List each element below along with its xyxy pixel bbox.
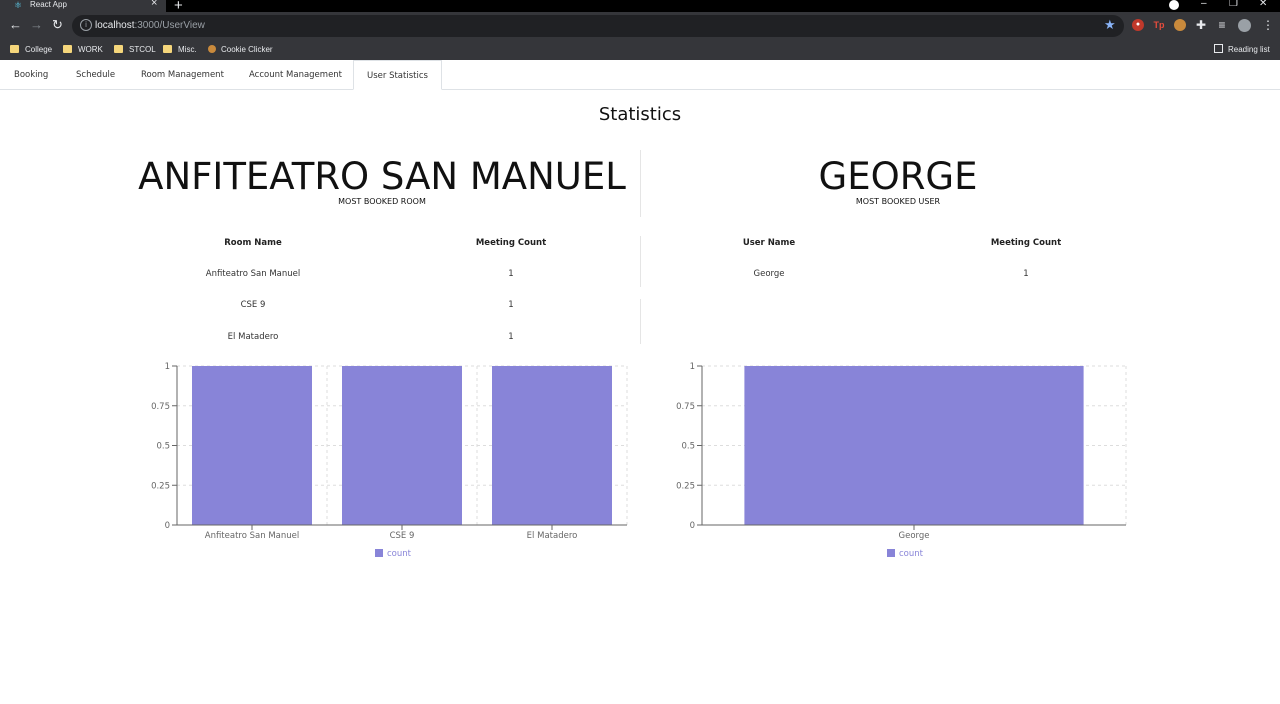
y-tick-label: 0.5 [156, 442, 170, 452]
bookmark-misc[interactable]: Misc. [163, 44, 197, 56]
avatar[interactable] [1238, 19, 1251, 32]
cookie-icon [208, 45, 216, 53]
reading-list-button[interactable]: Reading list [1214, 44, 1270, 56]
user-bar-chart: 0 0.25 0.5 0.75 1 George count [676, 362, 1127, 559]
url-host: localhost [95, 20, 135, 31]
bookmark-label: Misc. [178, 45, 197, 54]
column-header-room-name: Room Name [224, 238, 282, 248]
column-header-meeting-count: Meeting Count [475, 238, 547, 248]
reload-icon[interactable]: ↻ [52, 17, 63, 32]
tab-account-management[interactable]: Account Management [249, 70, 343, 80]
y-tick-label: 0 [690, 521, 695, 531]
media-queue-icon[interactable]: ≡ [1218, 18, 1226, 32]
legend-swatch [375, 549, 383, 557]
extension-tp-icon[interactable]: Tp [1153, 20, 1165, 30]
app-nav: Booking Schedule Room Management Account… [0, 60, 1280, 90]
x-tick-label: George [899, 531, 930, 541]
back-icon[interactable]: ← [9, 17, 22, 32]
extension-icon[interactable]: ● [1132, 19, 1144, 31]
table-cell-count: 1 [1023, 269, 1029, 279]
most-booked-user-label: MOST BOOKED USER [855, 197, 941, 206]
most-booked-room-label: MOST BOOKED ROOM [338, 197, 426, 206]
address-url: localhost:3000/UserView [95, 20, 205, 31]
column-header-user-name: User Name [742, 238, 796, 248]
y-tick-label: 0.75 [151, 402, 170, 412]
bookmark-college[interactable]: College [10, 44, 52, 56]
folder-icon [10, 45, 19, 53]
bar [192, 366, 312, 525]
tab-schedule[interactable]: Schedule [76, 70, 116, 80]
y-tick-label: 0.75 [676, 402, 695, 412]
bookmark-work[interactable]: WORK [63, 44, 103, 56]
reading-list-label: Reading list [1228, 45, 1270, 54]
close-tab-icon[interactable]: × [151, 0, 158, 9]
y-tick-label: 0 [165, 521, 170, 531]
x-tick-label: CSE 9 [390, 531, 415, 541]
table-cell-count: 1 [508, 300, 514, 310]
bookmarks-bar: College WORK STCOL Misc. Cookie Clicker … [0, 40, 1280, 60]
address-bar[interactable]: i localhost:3000/UserView ★ [72, 15, 1124, 37]
cookie-extension-icon[interactable] [1174, 19, 1186, 31]
bar [492, 366, 612, 525]
folder-icon [114, 45, 123, 53]
legend-label: count [387, 549, 412, 559]
url-path: :3000/UserView [134, 20, 205, 31]
divider [640, 236, 641, 287]
tab-user-statistics[interactable]: User Statistics [353, 60, 442, 90]
divider [640, 150, 641, 217]
table-cell-count: 1 [508, 332, 514, 342]
table-cell-room: Anfiteatro San Manuel [205, 269, 301, 279]
table-cell-room: CSE 9 [240, 300, 266, 310]
bookmark-cookie-clicker[interactable]: Cookie Clicker [208, 44, 273, 56]
column-header-meeting-count: Meeting Count [990, 238, 1062, 248]
profile-indicator-icon[interactable] [1169, 0, 1179, 10]
x-tick-label: Anfiteatro San Manuel [205, 531, 299, 541]
most-booked-user-value: GEORGE [818, 155, 978, 198]
folder-icon [163, 45, 172, 53]
bookmark-stcol[interactable]: STCOL [114, 44, 156, 56]
page-title: Statistics [598, 104, 682, 125]
table-cell-count: 1 [508, 269, 514, 279]
browser-tabstrip: ⚛ React App × + – ❐ ✕ [0, 0, 1280, 14]
browser-tab[interactable]: ⚛ React App × [0, 0, 166, 12]
minimize-icon[interactable]: – [1201, 0, 1207, 9]
bookmark-label: College [25, 45, 53, 54]
folder-icon [63, 45, 72, 53]
y-tick-label: 0.25 [151, 481, 170, 491]
bookmark-star-icon[interactable]: ★ [1104, 17, 1116, 32]
browser-tab-title: React App [30, 0, 67, 9]
puzzle-icon[interactable]: ✚ [1195, 18, 1207, 32]
window-close-icon[interactable]: ✕ [1259, 0, 1268, 9]
most-booked-room-value: ANFITEATRO SAN MANUEL [138, 155, 626, 198]
bookmark-label: WORK [78, 45, 103, 54]
browser-toolbar: ← → ↻ i localhost:3000/UserView ★ ● Tp ✚… [0, 12, 1280, 40]
bar [744, 366, 1084, 525]
legend-label: count [899, 549, 924, 559]
tab-booking[interactable]: Booking [14, 70, 49, 80]
y-tick-label: 0.5 [681, 442, 695, 452]
x-tick-label: El Matadero [527, 531, 578, 541]
table-cell-user: George [753, 269, 785, 279]
y-tick-label: 0.25 [676, 481, 695, 491]
maximize-icon[interactable]: ❐ [1229, 0, 1238, 9]
bookmark-label: STCOL [129, 45, 156, 54]
tab-room-management[interactable]: Room Management [141, 70, 224, 80]
table-cell-room: El Matadero [227, 332, 279, 342]
divider [640, 299, 641, 344]
forward-icon[interactable]: → [30, 17, 43, 32]
react-icon: ⚛ [14, 0, 23, 10]
bar [342, 366, 462, 525]
y-tick-label: 1 [690, 362, 695, 372]
new-tab-button[interactable]: + [174, 0, 183, 14]
room-bar-chart: 0 0.25 0.5 0.75 1 Anfiteatro San Manuel CSE 9 E… [151, 362, 628, 559]
site-info-icon[interactable]: i [80, 19, 92, 31]
y-tick-label: 1 [165, 362, 170, 372]
kebab-menu-icon[interactable]: ⋮ [1262, 18, 1274, 32]
bookmark-label: Cookie Clicker [221, 45, 273, 54]
legend-swatch [887, 549, 895, 557]
reading-list-icon [1214, 44, 1223, 53]
